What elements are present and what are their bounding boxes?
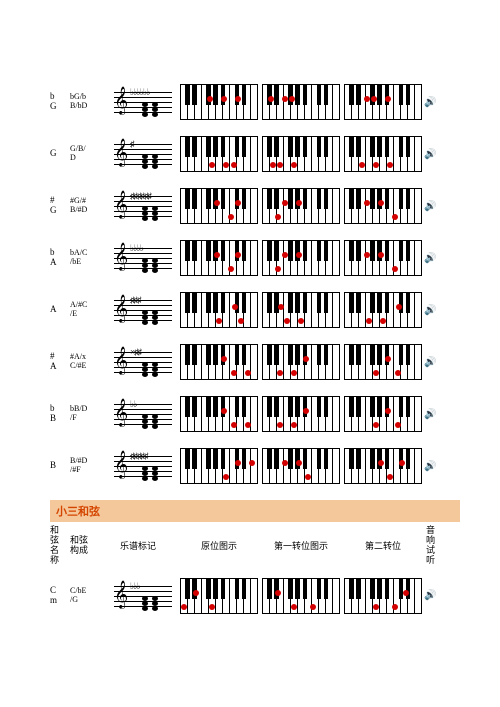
chord-row: BB/#D/#F𝄞♯♯♯♯♯ 🔊: [50, 444, 460, 488]
chord-composition: #A/xC/#E: [68, 353, 100, 371]
chord-composition: C/bE/G: [68, 587, 100, 605]
keyboard-diagram: [344, 240, 422, 276]
chord-row: CmC/bE/G𝄞♭♭♭ 🔊: [50, 574, 460, 618]
keyboard-diagram: [344, 188, 422, 224]
chord-composition: #G/#B/#D: [68, 197, 100, 215]
keyboard-diagram: [262, 136, 340, 172]
keyboard-diagram: [262, 292, 340, 328]
speaker-icon[interactable]: 🔊: [424, 461, 434, 472]
staff-notation: 𝄞♭♭♭♭: [100, 238, 176, 278]
staff-notation: 𝄞♯♯♯♯♯♯: [100, 186, 176, 226]
keyboard-diagram: [344, 84, 422, 120]
chord-name: bB: [50, 404, 68, 424]
speaker-icon[interactable]: 🔊: [424, 409, 434, 420]
chord-name: #G: [50, 196, 68, 216]
keyboard-diagram: [262, 396, 340, 432]
chord-row: #A#A/xC/#E𝄞×♯♯ 🔊: [50, 340, 460, 384]
speaker-icon[interactable]: 🔊: [424, 357, 434, 368]
chord-name: A: [50, 305, 68, 315]
keyboard-diagram: [344, 578, 422, 614]
chord-row: bGbG/bB/bD𝄞♭♭♭♭♭♭ 🔊: [50, 80, 460, 124]
chord-name: Cm: [50, 586, 68, 606]
keyboard-diagram: [180, 578, 258, 614]
chord-row: bBbB/D/F𝄞♭♭ 🔊: [50, 392, 460, 436]
chord-row: bAbA/C/bE𝄞♭♭♭♭ 🔊: [50, 236, 460, 280]
keyboard-diagram: [180, 292, 258, 328]
speaker-icon[interactable]: 🔊: [424, 201, 434, 212]
chord-composition: B/#D/#F: [68, 457, 100, 475]
chord-row: AA/#C/E𝄞♯♯♯ 🔊: [50, 288, 460, 332]
speaker-icon[interactable]: 🔊: [424, 590, 434, 601]
keyboard-diagram: [180, 188, 258, 224]
keyboard-diagram: [180, 136, 258, 172]
keyboard-diagram: [344, 344, 422, 380]
chord-composition: bA/C/bE: [68, 249, 100, 267]
header-inv2: 第二转位: [344, 539, 422, 552]
chord-name: G: [50, 149, 68, 159]
staff-notation: 𝄞♭♭♭: [100, 576, 176, 616]
speaker-icon[interactable]: 🔊: [424, 253, 434, 264]
keyboard-diagram: [262, 240, 340, 276]
chord-name: bG: [50, 92, 68, 112]
staff-notation: 𝄞♯: [100, 134, 176, 174]
keyboard-diagram: [180, 240, 258, 276]
staff-notation: 𝄞♯♯♯♯♯: [100, 446, 176, 486]
chord-name: #A: [50, 352, 68, 372]
chord-composition: G/B/D: [68, 145, 100, 163]
chord-composition: bB/D/F: [68, 405, 100, 423]
speaker-icon[interactable]: 🔊: [424, 305, 434, 316]
speaker-icon[interactable]: 🔊: [424, 97, 434, 108]
keyboard-diagram: [262, 344, 340, 380]
keyboard-diagram: [262, 188, 340, 224]
chord-name: bA: [50, 248, 68, 268]
staff-notation: 𝄞×♯♯: [100, 342, 176, 382]
keyboard-diagram: [180, 84, 258, 120]
header-composition: 和弦构成: [68, 536, 100, 556]
keyboard-diagram: [180, 448, 258, 484]
chord-composition: A/#C/E: [68, 301, 100, 319]
chord-row: GG/B/D𝄞♯ 🔊: [50, 132, 460, 176]
chord-row: #G#G/#B/#D𝄞♯♯♯♯♯♯ 🔊: [50, 184, 460, 228]
keyboard-diagram: [180, 396, 258, 432]
column-header-row: 和弦名称和弦构成乐谱标记原位图示第一转位图示第二转位音响试听: [50, 526, 460, 566]
keyboard-diagram: [262, 578, 340, 614]
chord-composition: bG/bB/bD: [68, 93, 100, 111]
keyboard-diagram: [344, 396, 422, 432]
header-root: 原位图示: [180, 539, 258, 552]
keyboard-diagram: [262, 84, 340, 120]
header-notation: 乐谱标记: [100, 539, 176, 552]
header-inv1: 第一转位图示: [262, 539, 340, 552]
keyboard-diagram: [344, 136, 422, 172]
keyboard-diagram: [262, 448, 340, 484]
staff-notation: 𝄞♭♭: [100, 394, 176, 434]
speaker-icon[interactable]: 🔊: [424, 149, 434, 160]
keyboard-diagram: [180, 344, 258, 380]
header-audio: 音响试听: [426, 526, 438, 566]
chord-name: B: [50, 461, 68, 471]
keyboard-diagram: [344, 448, 422, 484]
section-header: 小三和弦: [50, 500, 460, 522]
staff-notation: 𝄞♯♯♯: [100, 290, 176, 330]
header-name: 和弦名称: [50, 526, 68, 566]
keyboard-diagram: [344, 292, 422, 328]
staff-notation: 𝄞♭♭♭♭♭♭: [100, 82, 176, 122]
